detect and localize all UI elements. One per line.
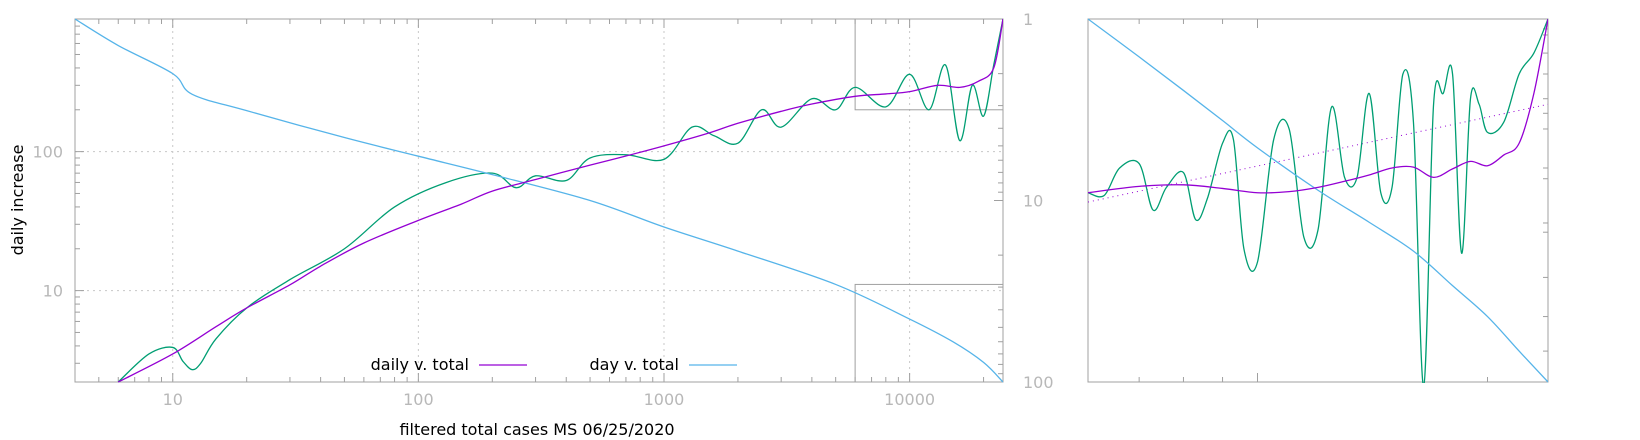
main-axis-ticks bbox=[74, 18, 1003, 383]
legend-label-day: day v. total bbox=[590, 355, 680, 374]
main-series-lines bbox=[75, 18, 1003, 383]
inset-axis-ticks bbox=[1138, 19, 1548, 382]
inset-trend-line bbox=[1088, 103, 1548, 203]
main-grid bbox=[75, 19, 1003, 382]
y2-tick-label: 1 bbox=[1023, 10, 1033, 29]
legend: daily v. total day v. total bbox=[371, 355, 737, 374]
inset-day-v-total-line bbox=[1088, 18, 1548, 383]
y-tick-label: 100 bbox=[32, 143, 63, 162]
inset-plot bbox=[1087, 18, 1549, 383]
legend-label-daily: daily v. total bbox=[371, 355, 469, 374]
zoom-box-lower bbox=[854, 283, 1004, 383]
zoom-region-marker bbox=[854, 18, 1004, 383]
inset-plot-frame bbox=[1087, 18, 1549, 383]
y-tick-label: 10 bbox=[43, 282, 63, 301]
x-tick-label: 100 bbox=[403, 390, 434, 409]
zoom-box-upper bbox=[854, 18, 1004, 111]
main-plot: 10 100 1000 10000 10 100 1 10 100 filtered total… bbox=[8, 10, 1054, 439]
inset-daily-v-total-line bbox=[1088, 18, 1548, 194]
inset-series-lines bbox=[1088, 18, 1548, 383]
raw-daily-line bbox=[117, 18, 1003, 383]
y-axis-title: daily increase bbox=[8, 145, 27, 256]
x-tick-label: 1000 bbox=[644, 390, 685, 409]
x-tick-label: 10 bbox=[163, 390, 183, 409]
daily-v-total-line bbox=[117, 18, 1003, 383]
day-v-total-line bbox=[75, 18, 1003, 383]
y2-tick-label: 100 bbox=[1023, 373, 1054, 392]
x-axis-title: filtered total cases MS 06/25/2020 bbox=[399, 420, 674, 439]
main-tick-labels: 10 100 1000 10000 10 100 1 10 100 bbox=[32, 10, 1053, 409]
x-tick-label: 10000 bbox=[884, 390, 935, 409]
y2-tick-label: 10 bbox=[1023, 192, 1043, 211]
inset-raw-daily-line bbox=[1088, 18, 1548, 383]
